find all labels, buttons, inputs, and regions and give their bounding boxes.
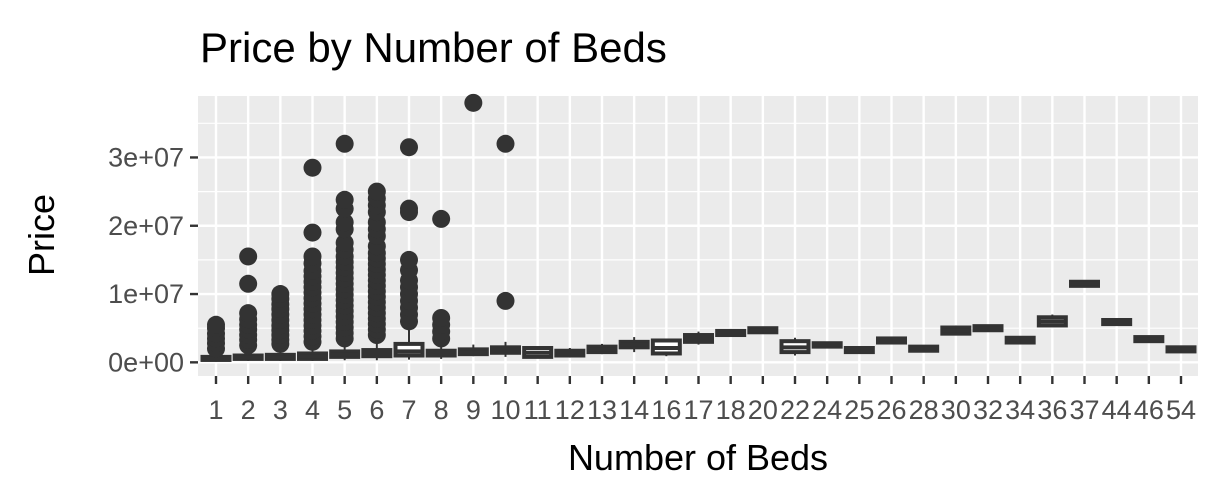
box-26 [876, 336, 907, 345]
x-tick-label: 26 [876, 395, 906, 425]
box-46 [1133, 335, 1165, 344]
box-1 [200, 315, 232, 362]
box-44 [1101, 318, 1133, 327]
outlier-point [400, 250, 418, 269]
outlier-point [303, 223, 322, 242]
x-tick-label: 18 [716, 395, 746, 425]
box-11 [522, 346, 554, 359]
box-20 [747, 326, 779, 335]
box-30 [940, 325, 972, 336]
outlier-point [496, 134, 515, 153]
x-tick-label: 5 [337, 395, 352, 425]
x-tick-label: 6 [369, 395, 384, 425]
outlier-point [432, 308, 451, 327]
outlier-point [239, 274, 258, 293]
box-32 [972, 324, 1004, 333]
outlier-point [400, 199, 418, 218]
x-tick-label: 14 [619, 395, 649, 425]
y-axis: 0e+00 1e+07 2e+07 3e+07 [108, 142, 198, 377]
outlier-point [335, 134, 354, 153]
x-tick-label: 28 [909, 395, 939, 425]
x-tick-label: 4 [305, 395, 320, 425]
outlier-point [239, 247, 258, 266]
box-17 [683, 331, 714, 345]
x-tick-label: 34 [1005, 395, 1035, 425]
box-16 [650, 338, 682, 357]
x-tick-label: 36 [1037, 395, 1067, 425]
x-tick-label: 54 [1166, 395, 1196, 425]
box-10 [490, 134, 521, 357]
box-13 [586, 343, 618, 355]
outlier-point [335, 213, 354, 232]
box-5 [329, 134, 361, 361]
x-tick-label: 44 [1102, 395, 1132, 425]
outlier-point [303, 247, 322, 266]
box-8 [425, 209, 457, 359]
x-tick-label: 1 [208, 395, 223, 425]
x-tick-label: 32 [973, 395, 1003, 425]
box-2 [232, 247, 264, 361]
box-7 [393, 138, 425, 360]
x-tick-label: 17 [683, 395, 713, 425]
box-9 [457, 93, 489, 357]
y-tick-label: 2e+07 [108, 211, 184, 241]
box-36 [1036, 314, 1068, 328]
outlier-point [207, 315, 225, 334]
x-tick-label: 9 [466, 395, 481, 425]
boxes [200, 93, 1197, 362]
box-4 [297, 158, 328, 361]
outlier-point [496, 291, 515, 310]
x-tick-label: 46 [1134, 395, 1164, 425]
y-tick-label: 1e+07 [108, 279, 184, 309]
outlier-point [367, 182, 386, 201]
x-tick-label: 7 [401, 395, 416, 425]
outlier-point [335, 190, 354, 209]
outlier-point [400, 138, 418, 157]
x-tick-label: 16 [651, 395, 681, 425]
x-tick-label: 10 [490, 395, 520, 425]
x-tick-label: 12 [555, 395, 585, 425]
x-tick-label: 13 [587, 395, 617, 425]
x-tick-label: 20 [748, 395, 778, 425]
box-25 [843, 346, 875, 355]
x-tick-label: 25 [844, 395, 874, 425]
y-axis-title: Price [21, 194, 62, 276]
x-tick-label: 24 [812, 395, 842, 425]
y-tick-label: 0e+00 [108, 347, 184, 377]
outlier-point [303, 158, 322, 177]
box-54 [1165, 345, 1197, 354]
box-34 [1004, 335, 1036, 345]
x-axis-title: Number of Beds [568, 437, 828, 478]
box-22 [779, 337, 811, 356]
box-24 [811, 341, 843, 349]
box-28 [908, 344, 940, 353]
x-tick-label: 3 [273, 395, 288, 425]
outlier-point [335, 233, 354, 252]
outlier-point [464, 93, 483, 112]
outlier-point [271, 285, 290, 304]
outlier-point [432, 209, 451, 228]
x-tick-label: 2 [241, 395, 256, 425]
x-tick-label: 8 [434, 395, 449, 425]
y-tick-label: 3e+07 [108, 142, 184, 172]
box-18 [715, 328, 747, 338]
box-14 [618, 337, 650, 353]
box-37 [1069, 279, 1100, 288]
box-12 [554, 348, 586, 358]
x-tick-label: 37 [1069, 395, 1099, 425]
x-axis: 1 2 3 4 5 6 7 8 9 10 11 12 13 14 16 17 18 20 22 24 25 26 28 30 3… [208, 376, 1196, 425]
box-3 [264, 285, 296, 361]
x-tick-label: 30 [941, 395, 971, 425]
x-tick-label: 11 [524, 395, 552, 425]
box-6 [361, 182, 393, 361]
chart-title: Price by Number of Beds [200, 24, 667, 71]
x-tick-label: 22 [780, 395, 810, 425]
outlier-point [239, 304, 258, 323]
